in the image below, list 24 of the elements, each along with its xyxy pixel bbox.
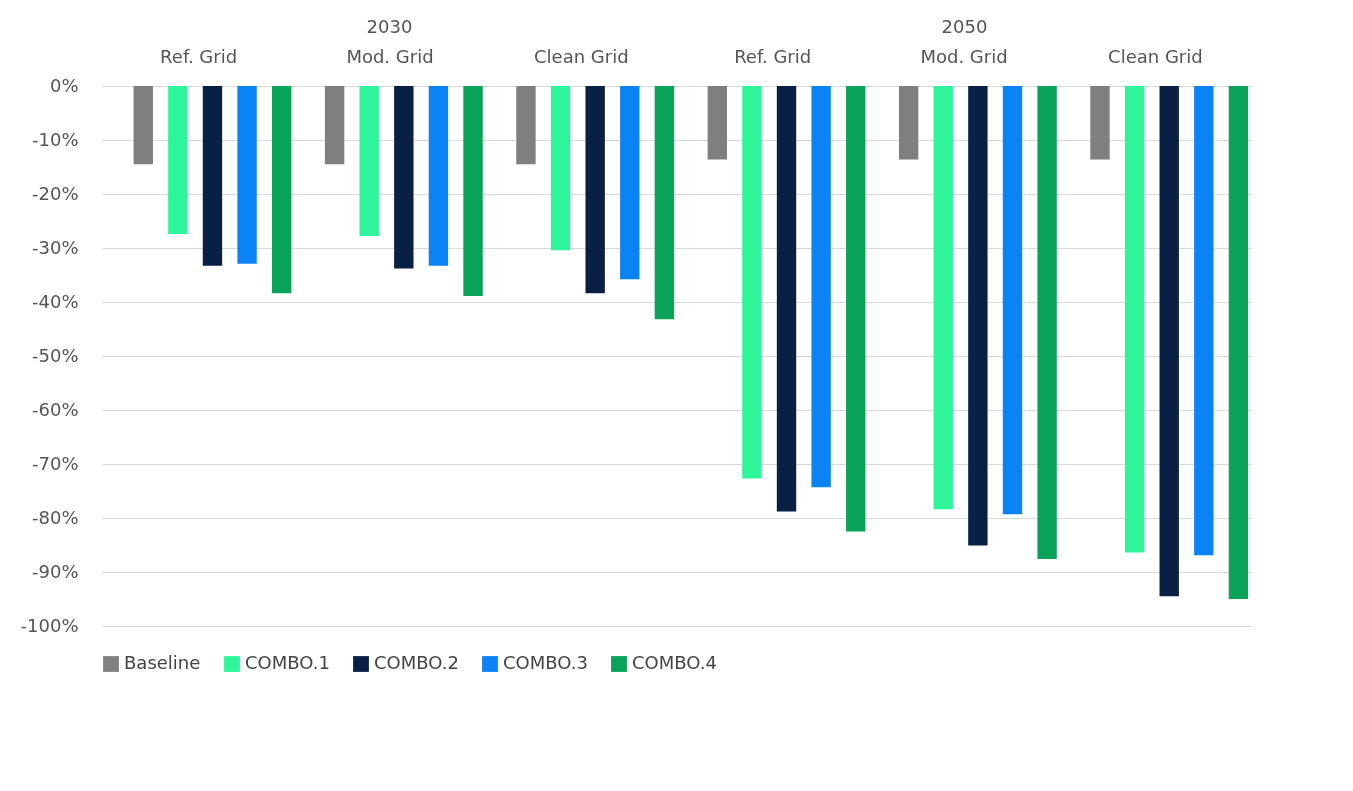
y-tick-label: 0% [49,74,79,96]
y-tick-label: -40% [31,290,79,312]
y-tick-label: -100% [20,614,79,636]
y-tick-label: -80% [31,506,79,528]
x-tick-label: Clean Grid [534,45,629,67]
y-tick-label: -50% [31,344,79,366]
legend-label: COMBO.2 [374,652,459,673]
legend-label: COMBO.3 [503,652,588,673]
y-tick-label: -20% [31,182,79,204]
x-tick-label: Ref. Grid [734,45,812,67]
legend-label: COMBO.1 [245,652,330,673]
x-tick-label: Ref. Grid [160,45,238,67]
x-tick-label: Mod. Grid [920,45,1008,67]
y-tick-label: -90% [31,560,79,582]
y-tick-label: -60% [31,398,79,420]
text: 2030 [366,16,413,37]
y-tick-label: -10% [31,128,79,150]
legend-label: COMBO.4 [632,652,717,673]
x-tick-label: Clean Grid [1108,45,1203,67]
y-tick-label: -70% [31,452,79,474]
legend-label: Baseline [124,652,201,673]
y-tick-label: -30% [31,236,79,258]
x-tick-label: Mod. Grid [346,45,434,67]
text: 2050 [941,16,988,37]
